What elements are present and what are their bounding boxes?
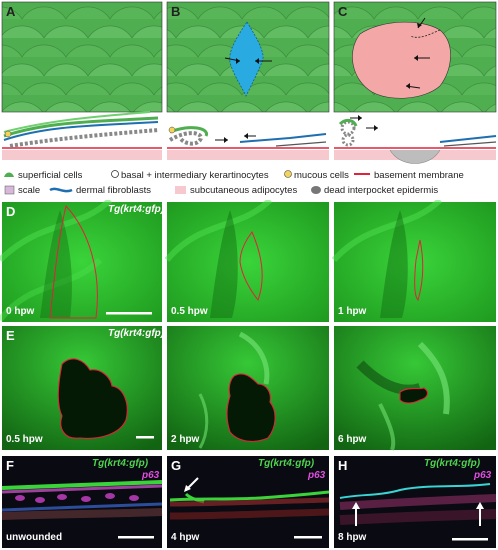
panel-g — [167, 456, 330, 548]
time-label-d2: 0.5 hpw — [171, 306, 208, 317]
transgene-label-d: Tg(krt4:gfp) — [108, 204, 165, 215]
time-label-h: 8 hpw — [338, 532, 367, 543]
panel-letter-g: G — [171, 458, 182, 473]
transgene-label-f: Tg(krt4:gfp) — [92, 458, 149, 469]
panel-letter-c: C — [338, 4, 348, 19]
panel-letter-f: F — [6, 458, 14, 473]
time-label-g: 4 hpw — [171, 532, 200, 543]
cross-section-a — [2, 111, 162, 164]
transgene-label-g: Tg(krt4:gfp) — [258, 458, 315, 469]
panel-f — [1, 456, 163, 548]
schematic-panels: superficial cells basal + intermediary k… — [1, 1, 497, 196]
legend-dead: dead interpocket epidermis — [324, 185, 438, 196]
panel-h — [334, 456, 497, 548]
transgene-label-e: Tg(krt4:gfp) — [108, 328, 165, 339]
row-fgh-images — [1, 456, 497, 548]
panel-letter-h: H — [338, 458, 348, 473]
transgene-label-h: Tg(krt4:gfp) — [424, 458, 481, 469]
marker-label-h: p63 — [474, 470, 492, 481]
legend-fibroblasts: dermal fibroblasts — [76, 185, 151, 196]
legend-basement: basement membrane — [374, 170, 464, 181]
panel-e2 — [167, 326, 329, 450]
panel-letter-b: B — [171, 4, 181, 19]
panel-letter-e: E — [6, 328, 15, 343]
marker-label-f: p63 — [142, 470, 160, 481]
panel-d2 — [164, 200, 329, 322]
wound-blue — [229, 21, 264, 97]
outline-d1 — [49, 204, 98, 319]
time-label-e2: 2 hpw — [171, 434, 200, 445]
legend-scale: scale — [18, 185, 40, 196]
panel-d3 — [331, 200, 496, 322]
outline-d3 — [414, 239, 424, 301]
cross-section-b — [167, 116, 329, 164]
panel-e3 — [334, 326, 496, 451]
wound-pink — [352, 21, 451, 99]
panel-b-schematic — [166, 1, 330, 113]
row-d-images — [0, 200, 496, 322]
legend-superficial: superficial cells — [18, 170, 83, 181]
outline-e1 — [57, 358, 128, 439]
row-e-images — [2, 326, 496, 451]
legend-mucous: mucous cells — [294, 170, 349, 181]
panel-d1 — [0, 200, 162, 322]
panel-letter-d: D — [6, 204, 16, 219]
outline-d2 — [239, 231, 263, 302]
panel-a-schematic — [1, 1, 163, 113]
time-label-d3: 1 hpw — [338, 306, 367, 317]
panel-letter-a: A — [6, 4, 16, 19]
panel-c-schematic — [333, 1, 497, 113]
time-label-d1: 0 hpw — [6, 306, 35, 317]
time-label-e3: 6 hpw — [338, 434, 367, 445]
outline-e3 — [399, 387, 429, 404]
time-label-e1: 0.5 hpw — [6, 434, 43, 445]
cross-section-c — [334, 115, 497, 164]
legend-adipocytes: subcutaneous adipocytes — [190, 185, 297, 196]
time-label-f: unwounded — [6, 532, 63, 543]
outline-e2 — [226, 373, 276, 442]
legend-basal: basal + intermediary kerartinocytes — [121, 170, 269, 181]
panel-e1 — [2, 326, 162, 450]
marker-label-g: p63 — [308, 470, 326, 481]
legend: superficial cells basal + intermediary k… — [4, 170, 464, 196]
